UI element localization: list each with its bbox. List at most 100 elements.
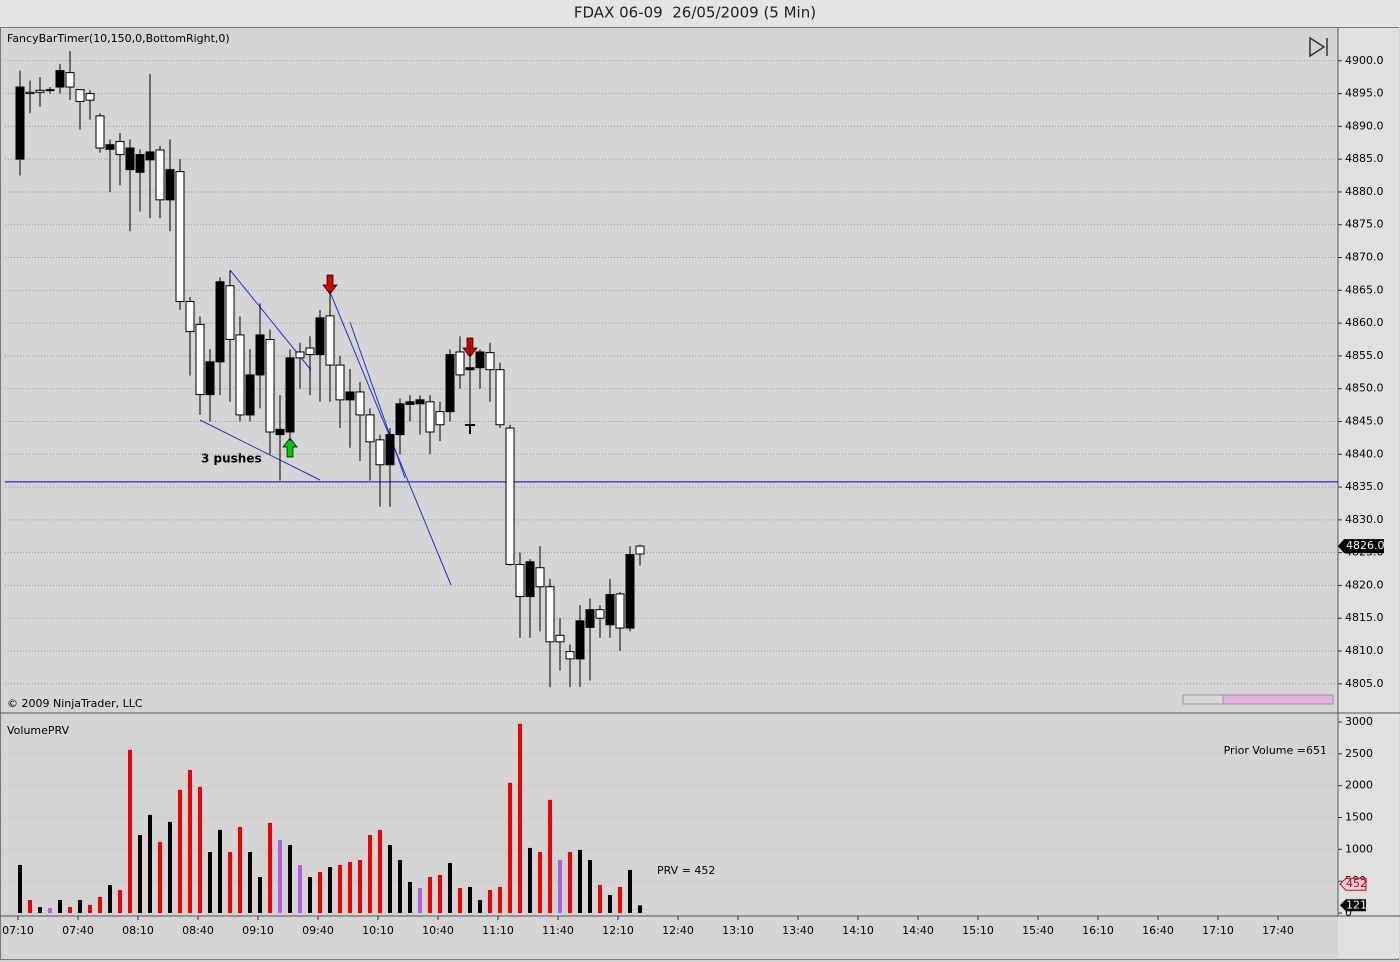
y-tick-label: 4900.0: [1345, 54, 1384, 67]
trend-line: [349, 321, 406, 479]
x-tick-label: 13:40: [782, 924, 814, 937]
copyright: © 2009 NinjaTrader, LLC: [7, 697, 143, 710]
y-tick-label: 4870.0: [1345, 251, 1384, 264]
x-tick-label: 09:10: [242, 924, 274, 937]
x-tick-label: 17:40: [1262, 924, 1294, 937]
y-tick-label: 4840.0: [1345, 447, 1384, 460]
volume-bar: [318, 871, 322, 914]
volume-bar: [58, 900, 62, 914]
volume-bar: [578, 849, 582, 914]
candle-body: [125, 147, 135, 171]
frame: [0, 27, 1399, 960]
volume-bar: [298, 864, 302, 914]
prior-volume: Prior Volume =651: [1224, 744, 1327, 757]
candle-body: [245, 374, 255, 416]
x-tick-label: 08:40: [182, 924, 214, 937]
candle-body: [135, 154, 145, 173]
title-bar: [0, 0, 1400, 27]
prv-marker: [1339, 877, 1367, 891]
y-tick-label: 4855.0: [1345, 349, 1384, 362]
candle-body: [335, 364, 345, 401]
volume-bar: [358, 859, 362, 914]
x-tick-label: 16:40: [1142, 924, 1174, 937]
y-tick-label: 4830.0: [1345, 513, 1384, 526]
volume-bar: [228, 851, 232, 914]
x-tick-label: 07:10: [2, 924, 34, 937]
x-tick-label: 11:40: [542, 924, 574, 937]
x-tick-label: 10:40: [422, 924, 454, 937]
prv-marker-label: 452: [1346, 877, 1367, 890]
candle-body: [495, 369, 505, 426]
volume-bar: [208, 851, 212, 914]
volume-bar: [328, 866, 332, 914]
sell-arrow: [322, 274, 338, 295]
y-tick-label: 4875.0: [1345, 218, 1384, 231]
volume-bar: [278, 839, 282, 914]
candle-body: [505, 427, 515, 565]
candle-body: [115, 140, 125, 156]
candle-body: [145, 151, 155, 161]
x-tick-label: 15:40: [1022, 924, 1054, 937]
trend-line: [199, 419, 321, 481]
y-tick-label: 4820.0: [1345, 578, 1384, 591]
x-tick-label: 11:10: [482, 924, 514, 937]
candle-body: [575, 620, 585, 660]
volume-bar: [488, 889, 492, 914]
candle-body: [595, 609, 605, 619]
volume-bar: [618, 886, 622, 914]
volume-bar: [388, 844, 392, 914]
candle-body: [265, 339, 275, 433]
buy-arrow: [282, 437, 298, 458]
candle-body: [25, 91, 35, 95]
candle-body: [585, 609, 595, 628]
volume-bar: [188, 769, 192, 914]
candle-body: [615, 593, 625, 629]
volume-bar: [308, 876, 312, 914]
candle-body: [305, 347, 315, 356]
candle-body: [225, 285, 235, 341]
candle-body: [605, 594, 615, 626]
y-tick-label: 4895.0: [1345, 87, 1384, 100]
candle-body: [195, 323, 205, 396]
indicator-label: FancyBarTimer(10,150,0,BottomRight,0): [7, 32, 230, 45]
last-volume-marker: [1340, 899, 1366, 912]
candle-body: [375, 439, 385, 466]
candle-body: [345, 391, 355, 401]
volume-bar: [438, 874, 442, 914]
volume-bar: [508, 782, 512, 914]
y-tick-label: 2500: [1345, 747, 1373, 760]
candle-body: [455, 351, 465, 376]
volume-bar: [248, 851, 252, 914]
play-button[interactable]: [1309, 36, 1328, 58]
volume-bar: [218, 829, 222, 914]
candle-body: [255, 334, 265, 376]
x-tick-label: 17:10: [1202, 924, 1234, 937]
candle-body: [235, 334, 245, 416]
y-tick-label: 4850.0: [1345, 382, 1384, 395]
x-tick-label: 09:40: [302, 924, 334, 937]
y-tick-label: 4865.0: [1345, 283, 1384, 296]
candle-body: [445, 354, 455, 413]
candle-body: [415, 399, 425, 405]
candle-body: [565, 651, 575, 660]
candle-body: [555, 634, 565, 643]
volume-bar: [478, 900, 482, 914]
x-tick-label: 12:10: [602, 924, 634, 937]
candle-body: [105, 144, 115, 150]
volume-bar: [178, 789, 182, 914]
y-tick-label: 4845.0: [1345, 414, 1384, 427]
volume-bar: [468, 886, 472, 914]
volume-bar: [238, 826, 242, 914]
x-tick-label: 07:40: [62, 924, 94, 937]
candle-body: [295, 351, 305, 359]
volume-bar: [378, 829, 382, 914]
candle-body: [535, 567, 545, 588]
y-tick-label: 4810.0: [1345, 644, 1384, 657]
volume-bar: [88, 904, 92, 914]
candle-body: [285, 357, 295, 433]
candle-body: [15, 86, 25, 160]
candle-body: [275, 428, 285, 436]
volume-bar: [568, 851, 572, 914]
candle-body: [405, 401, 415, 405]
